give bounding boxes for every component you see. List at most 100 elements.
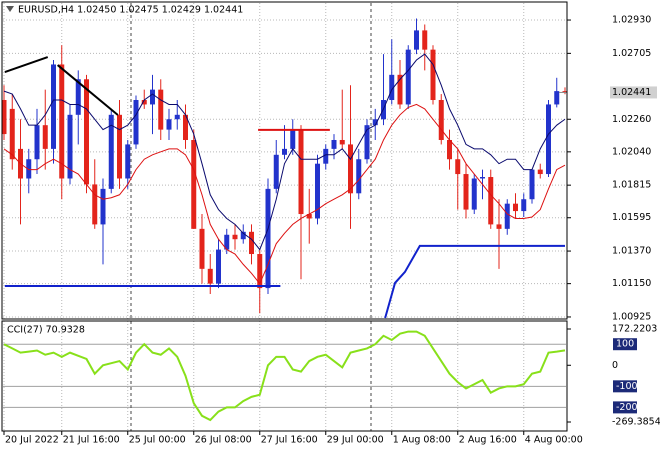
y-tick-label: 1.01815 (612, 180, 651, 191)
candle-body (339, 139, 345, 145)
candle-body (199, 228, 205, 269)
candle-body (273, 154, 279, 189)
candle-body (562, 91, 568, 93)
x-tick-label: 20 Jul 2022 (5, 435, 59, 446)
candle-body (405, 49, 411, 105)
level-box (613, 380, 637, 393)
y-tick-label: 1.01150 (612, 278, 651, 289)
candle-body (513, 203, 518, 212)
candle-body (529, 169, 535, 200)
candle-body (504, 203, 510, 229)
candle-body (158, 89, 164, 130)
candle-body (463, 174, 469, 210)
level-box (613, 338, 637, 351)
candle-body (249, 231, 254, 255)
y-tick-label: -269.3854 (612, 417, 660, 428)
candle-body (26, 159, 32, 179)
candle-body (59, 64, 65, 179)
candle-body (67, 114, 73, 179)
candle-body (117, 114, 122, 179)
candle-body (471, 178, 477, 210)
y-tick-label: 1.01595 (612, 212, 651, 223)
candle-body (323, 148, 329, 164)
candle-body (455, 159, 461, 175)
candle-body (191, 139, 197, 229)
candle-body (356, 159, 362, 194)
candle-body (42, 125, 48, 149)
x-tick-label: 2 Aug 16:00 (459, 435, 517, 446)
level-label: -100 (616, 381, 638, 392)
main-pane-frame (1, 1, 568, 320)
y-tick-label: 1.02040 (612, 146, 651, 157)
candle-body (306, 214, 312, 219)
level-label: -200 (616, 402, 638, 413)
candle-body (554, 91, 560, 105)
candle-body (496, 224, 502, 229)
candle-body (216, 249, 221, 284)
candle-body (166, 119, 172, 130)
level-box (613, 401, 637, 414)
cci-title: CCI(27) 70.9328 (7, 325, 85, 336)
y-tick-label: 1.02260 (612, 114, 651, 125)
chart-title: EURUSD,H4 1.02450 1.02475 1.02429 1.0244… (18, 5, 243, 16)
candle-body (298, 129, 304, 215)
drawn-line (384, 244, 565, 319)
candle-body (265, 188, 271, 289)
candle-body (51, 64, 56, 149)
candle-body (372, 119, 378, 126)
candle-body (389, 74, 395, 101)
candle-body (447, 139, 452, 160)
x-tick-label: 21 Jul 16:00 (63, 435, 120, 446)
candle-body (546, 104, 551, 175)
y-tick-label: 0 (612, 360, 618, 371)
moving-average (3, 103, 566, 285)
candle-body (364, 125, 370, 160)
candle-body (537, 169, 543, 175)
candle-body (224, 234, 230, 250)
candle-body (438, 100, 444, 140)
y-tick-label: 1.02705 (612, 48, 651, 59)
candle-body (34, 125, 40, 160)
candle-body (84, 79, 89, 185)
candle-body (108, 114, 114, 189)
candle-body (521, 199, 527, 212)
moving-average (3, 53, 566, 251)
candle-body (141, 100, 147, 105)
drawn-line (4, 56, 49, 73)
candle-body (92, 184, 98, 225)
current-price-label: 1.02441 (612, 87, 651, 98)
y-tick-label: 1.02930 (612, 15, 651, 26)
candle-body (100, 188, 106, 225)
cci-line (3, 330, 566, 422)
candle-body (1, 100, 7, 135)
x-tick-label: 26 Jul 08:00 (195, 435, 252, 446)
candle-body (232, 234, 238, 240)
candle-body (414, 30, 419, 50)
candle-body (75, 79, 81, 115)
candle-body (331, 139, 337, 149)
x-tick-label: 27 Jul 16:00 (261, 435, 318, 446)
candle-body (290, 129, 296, 149)
candle-body (488, 177, 494, 225)
candle-body (133, 100, 139, 145)
candle-body (9, 108, 15, 160)
cci-pane-frame (1, 320, 568, 432)
candle-body (348, 144, 353, 194)
candle-body (125, 144, 131, 179)
candle-body (480, 177, 485, 179)
collapse-icon[interactable] (6, 6, 14, 12)
candle-body (282, 148, 287, 155)
x-tick-label: 4 Aug 00:00 (525, 435, 583, 446)
candle-body (430, 49, 436, 101)
x-tick-label: 25 Jul 00:00 (129, 435, 186, 446)
drawn-line (56, 64, 119, 116)
candle-body (183, 114, 188, 140)
candle-body (397, 74, 403, 105)
candle-body (174, 114, 180, 120)
marks-layer (1, 18, 568, 422)
x-tick-label: 29 Jul 00:00 (327, 435, 384, 446)
y-tick-label: 1.00925 (612, 311, 651, 322)
y-tick-label: 1.01370 (612, 246, 651, 257)
